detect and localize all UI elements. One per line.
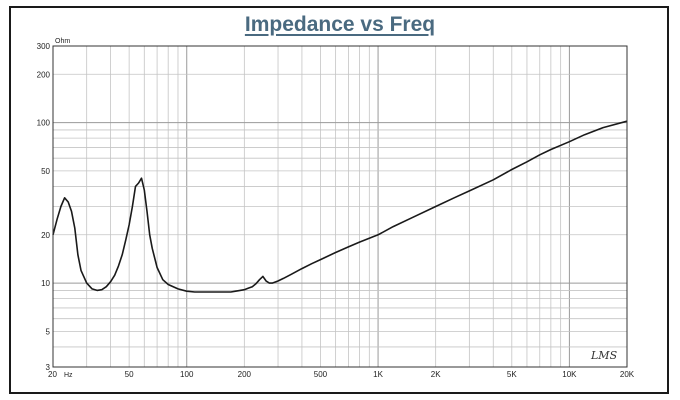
x-tick-label: 1K — [373, 370, 383, 379]
x-tick-label: 50 — [125, 370, 134, 379]
y-tick-label: 100 — [37, 119, 51, 128]
x-tick-label: 20K — [620, 370, 635, 379]
tick-labels: 50 100 200 500 1K 2K 5K 10K 20K 20 Hz 200 100 50 20 10 5… — [37, 38, 635, 379]
plot-border — [52, 45, 628, 368]
impedance-curve — [52, 120, 628, 293]
lms-logo: LMS — [590, 349, 618, 362]
series-layer — [52, 120, 628, 293]
x-tick-label: 5K — [507, 370, 517, 379]
x-tick-label: 10K — [562, 370, 577, 379]
y-tick-label: 5 — [46, 327, 51, 336]
x-tick-label: 20 — [48, 370, 57, 379]
chart-title: Impedance vs Freq — [244, 13, 436, 36]
grid — [53, 46, 627, 367]
y-tick-label: 20 — [41, 231, 50, 240]
y-tick-label: 3 — [46, 363, 51, 372]
x-unit-label: Hz — [64, 372, 73, 379]
x-tick-label: 100 — [180, 370, 194, 379]
y-tick-label: 10 — [41, 279, 50, 288]
y-unit-label: Ohm — [55, 38, 70, 45]
y-tick-label: 200 — [37, 70, 51, 79]
y-tick-label: 300 — [37, 42, 51, 51]
x-tick-label: 500 — [314, 370, 328, 379]
y-tick-label: 50 — [41, 167, 50, 176]
x-tick-label: 2K — [431, 370, 441, 379]
x-tick-label: 200 — [238, 370, 252, 379]
